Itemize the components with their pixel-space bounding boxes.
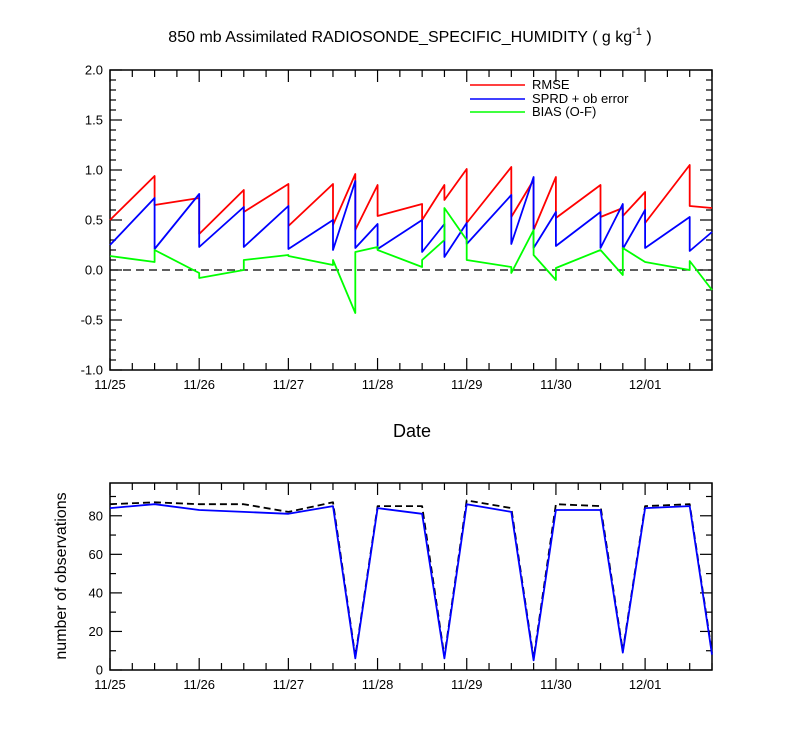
top-x-tick-label: 11/30 — [540, 377, 572, 392]
top-series-bias-o-f — [109, 207, 713, 314]
legend-label-rmse: RMSE — [532, 77, 570, 92]
top-x-axis-label: Date — [393, 421, 431, 441]
top-series-sprd-ob-error — [109, 176, 713, 258]
bottom-series-observations-possible — [109, 499, 713, 660]
bottom-x-tick-label: 11/25 — [94, 677, 126, 692]
bottom-x-tick-label: 11/27 — [273, 677, 305, 692]
bottom-x-tick-label: 11/30 — [540, 677, 572, 692]
top-y-tick-label: -0.5 — [81, 313, 103, 328]
top-y-tick-label: 1.5 — [85, 113, 103, 128]
bottom-y-tick-label: 60 — [89, 547, 103, 562]
top-series-rmse — [109, 164, 713, 235]
bottom-y-tick-label: 40 — [89, 585, 103, 600]
bottom-x-tick-label: 11/29 — [451, 677, 483, 692]
top-x-tick-label: 11/26 — [183, 377, 215, 392]
title-end: ) — [642, 29, 652, 46]
top-x-tick-label: 12/01 — [629, 377, 662, 392]
top-y-tick-label: 0.0 — [85, 263, 103, 278]
top-y-tick-label: 1.0 — [85, 163, 103, 178]
bottom-series-observations-assimilated — [109, 503, 713, 662]
top-x-tick-label: 11/29 — [451, 377, 483, 392]
bottom-frame — [109, 482, 713, 671]
bottom-y-tick-label: 80 — [89, 508, 103, 523]
bottom-x-tick-label: 12/01 — [629, 677, 662, 692]
bottom-x-tick-label: 11/26 — [183, 677, 215, 692]
top-x-tick-label: 11/25 — [94, 377, 126, 392]
top-y-tick-label: 0.5 — [85, 213, 103, 228]
top-plot-area: 11/25 11/26 11/27 11/28 11/29 11/30 12/01 -1.0 -… — [81, 63, 713, 392]
bottom-plot-area: 11/25 11/26 11/27 11/28 11/29 11/30 12/01 0 20 40… — [89, 482, 713, 692]
bottom-y-axis-label: number of observations — [53, 492, 70, 659]
title-superscript: -1 — [632, 26, 642, 38]
top-frame — [109, 69, 713, 371]
legend: RMSE SPRD + ob error BIAS (O-F) — [470, 77, 629, 119]
top-y-tick-label: -1.0 — [81, 363, 103, 378]
bottom-y-tick-label: 20 — [89, 624, 103, 639]
legend-label-bias: BIAS (O-F) — [532, 104, 596, 119]
top-y-tick-label: 2.0 — [85, 63, 103, 78]
top-x-tick-label: 11/28 — [362, 377, 394, 392]
bottom-chart: 11/25 11/26 11/27 11/28 11/29 11/30 12/01 0 20 40… — [53, 482, 713, 692]
top-chart-title: 850 mb Assimilated RADIOSONDE_SPECIFIC_H… — [168, 26, 651, 46]
bottom-y-tick-label: 0 — [96, 663, 103, 678]
top-x-tick-label: 11/27 — [273, 377, 305, 392]
top-chart: 850 mb Assimilated RADIOSONDE_SPECIFIC_H… — [81, 26, 713, 441]
bottom-x-tick-label: 11/28 — [362, 677, 394, 692]
legend-label-sprd: SPRD + ob error — [532, 91, 629, 106]
